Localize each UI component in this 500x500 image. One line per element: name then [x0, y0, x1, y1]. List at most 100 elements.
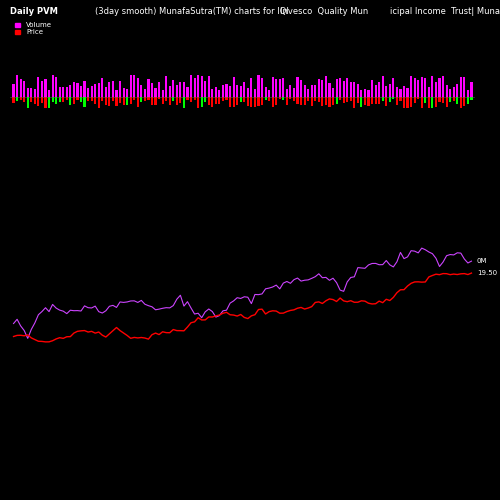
- Bar: [342, 97, 344, 102]
- Bar: [222, 85, 224, 97]
- Bar: [435, 97, 437, 107]
- Bar: [456, 84, 458, 97]
- Bar: [392, 97, 394, 100]
- Bar: [350, 82, 352, 97]
- Bar: [70, 86, 71, 97]
- Bar: [374, 86, 376, 97]
- Bar: [424, 78, 426, 97]
- Bar: [90, 97, 92, 100]
- Bar: [84, 80, 86, 97]
- Bar: [105, 87, 107, 97]
- Bar: [254, 89, 256, 97]
- Bar: [76, 84, 78, 97]
- Bar: [204, 97, 206, 102]
- Bar: [400, 97, 402, 101]
- Bar: [272, 78, 274, 97]
- Bar: [336, 79, 338, 97]
- Bar: [254, 97, 256, 107]
- Bar: [300, 97, 302, 106]
- Bar: [307, 97, 309, 102]
- Bar: [325, 76, 327, 97]
- Bar: [200, 97, 202, 107]
- Bar: [12, 97, 14, 103]
- Bar: [197, 76, 199, 97]
- Bar: [232, 97, 234, 108]
- Bar: [12, 84, 14, 97]
- Bar: [243, 97, 246, 102]
- Bar: [396, 86, 398, 97]
- Bar: [403, 86, 405, 97]
- Bar: [400, 89, 402, 97]
- Bar: [310, 86, 313, 97]
- Bar: [133, 97, 136, 100]
- Bar: [66, 97, 68, 100]
- Bar: [364, 88, 366, 97]
- Bar: [122, 88, 124, 97]
- Bar: [382, 76, 384, 97]
- Bar: [158, 82, 160, 97]
- Bar: [130, 97, 132, 104]
- Bar: [322, 97, 324, 106]
- Bar: [229, 86, 231, 97]
- Bar: [268, 90, 270, 97]
- Bar: [186, 97, 188, 100]
- Bar: [318, 79, 320, 97]
- Bar: [41, 97, 43, 102]
- Bar: [371, 80, 373, 97]
- Bar: [388, 97, 391, 102]
- Bar: [133, 75, 136, 97]
- Bar: [360, 90, 362, 97]
- Bar: [119, 80, 121, 97]
- Bar: [328, 83, 330, 97]
- Bar: [16, 97, 18, 101]
- Bar: [420, 97, 423, 108]
- Bar: [364, 97, 366, 105]
- Bar: [158, 97, 160, 100]
- Bar: [240, 97, 242, 102]
- Bar: [172, 97, 174, 101]
- Bar: [264, 87, 266, 97]
- Bar: [144, 97, 146, 101]
- Bar: [296, 97, 298, 104]
- Bar: [449, 88, 451, 97]
- Bar: [456, 97, 458, 104]
- Bar: [414, 78, 416, 97]
- Bar: [98, 97, 100, 108]
- Bar: [176, 97, 178, 106]
- Bar: [417, 97, 420, 100]
- Bar: [190, 97, 192, 102]
- Bar: [172, 80, 174, 97]
- Bar: [212, 89, 214, 97]
- Bar: [357, 97, 359, 103]
- Bar: [101, 97, 103, 102]
- Bar: [194, 97, 196, 100]
- Bar: [328, 97, 330, 107]
- Bar: [229, 97, 231, 108]
- Bar: [392, 78, 394, 97]
- Bar: [278, 97, 281, 100]
- Bar: [452, 97, 455, 101]
- Bar: [368, 97, 370, 106]
- Bar: [108, 82, 110, 97]
- Bar: [286, 89, 288, 97]
- Bar: [464, 76, 466, 97]
- Bar: [34, 90, 36, 97]
- Bar: [55, 97, 57, 103]
- Text: Invesco  Quality Mun: Invesco Quality Mun: [280, 8, 368, 16]
- Bar: [87, 88, 89, 97]
- Bar: [226, 97, 228, 100]
- Bar: [26, 97, 29, 108]
- Bar: [406, 88, 408, 97]
- Bar: [282, 78, 284, 97]
- Bar: [438, 97, 440, 102]
- Bar: [247, 97, 249, 106]
- Bar: [346, 78, 348, 97]
- Bar: [218, 97, 220, 104]
- Bar: [318, 97, 320, 102]
- Bar: [332, 88, 334, 97]
- Bar: [371, 97, 373, 104]
- Bar: [108, 97, 110, 106]
- Bar: [105, 97, 107, 106]
- Bar: [140, 86, 142, 97]
- Bar: [80, 97, 82, 102]
